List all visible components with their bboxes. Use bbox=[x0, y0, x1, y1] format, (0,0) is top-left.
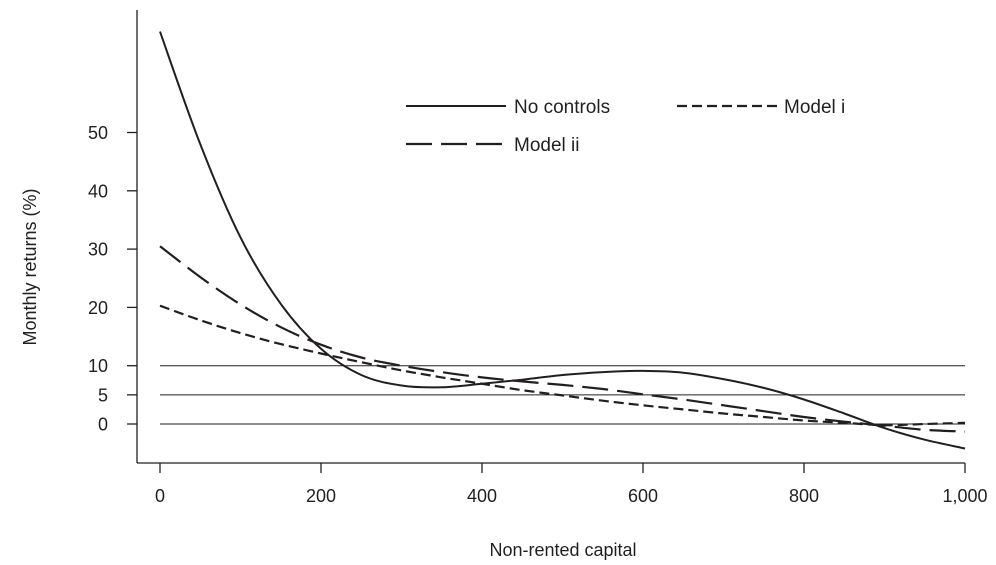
y-tick-label: 40 bbox=[88, 181, 108, 201]
legend: No controls Model i Model ii bbox=[406, 97, 845, 156]
series-lines bbox=[159, 31, 966, 450]
series-line-model-i bbox=[159, 304, 966, 427]
y-tick-label: 10 bbox=[88, 356, 108, 376]
x-tick-label: 600 bbox=[628, 486, 658, 506]
x-tick-label: 200 bbox=[306, 486, 336, 506]
legend-label-model-i: Model i bbox=[784, 97, 845, 118]
y-tick-label: 5 bbox=[98, 385, 108, 405]
x-axis-title: Non-rented capital bbox=[489, 540, 636, 560]
x-tick-label: 1,000 bbox=[942, 486, 987, 506]
axes bbox=[136, 10, 965, 464]
y-tick-label: 20 bbox=[88, 298, 108, 318]
legend-label-no-controls: No controls bbox=[514, 97, 610, 118]
x-tick-label: 400 bbox=[467, 486, 497, 506]
series-line-no-controls bbox=[159, 31, 966, 450]
y-axis-ticks: 0 5 10 20 30 40 50 bbox=[88, 123, 137, 435]
x-axis-ticks: 0 200 400 600 800 1,000 bbox=[155, 463, 988, 506]
y-tick-label: 30 bbox=[88, 240, 108, 260]
y-tick-label: 0 bbox=[98, 415, 108, 435]
x-tick-label: 0 bbox=[155, 486, 165, 506]
x-tick-label: 800 bbox=[789, 486, 819, 506]
y-axis-title: Monthly returns (%) bbox=[20, 188, 40, 345]
series-line-model-ii bbox=[159, 245, 966, 433]
y-tick-label: 50 bbox=[88, 123, 108, 143]
legend-label-model-ii: Model ii bbox=[514, 135, 579, 156]
